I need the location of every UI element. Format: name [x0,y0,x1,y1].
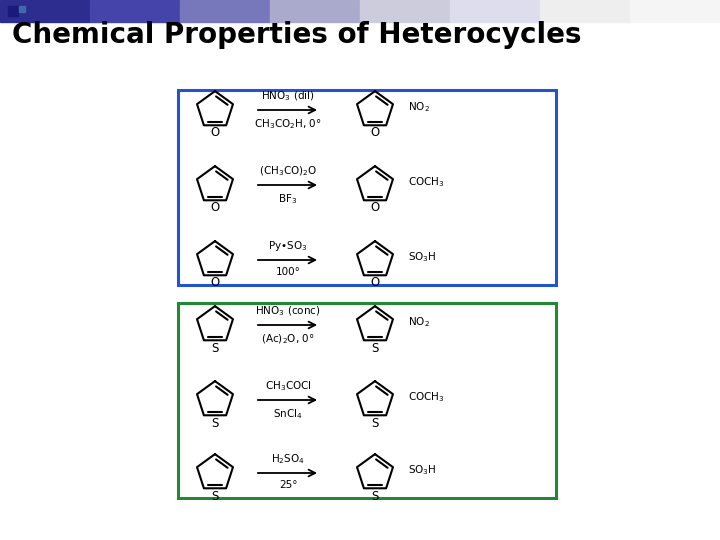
Bar [8,6,18,16]
Text: CH$_3$COCl: CH$_3$COCl [265,379,311,393]
Text: O: O [210,126,220,139]
Text: 25°: 25° [279,480,297,490]
Text: S: S [372,490,379,503]
Text: 100°: 100° [276,267,300,277]
Bar [450,0,540,22]
Text: SO$_3$H: SO$_3$H [408,250,436,264]
Bar [178,90,556,285]
Text: (CH$_3$CO)$_2$O: (CH$_3$CO)$_2$O [259,164,317,178]
Text: SO$_3$H: SO$_3$H [408,463,436,477]
Bar [540,0,630,22]
Text: O: O [370,201,379,214]
Bar [630,0,720,22]
Text: Chemical Properties of Heterocycles: Chemical Properties of Heterocycles [12,21,582,49]
Bar [180,0,270,22]
Text: NO$_2$: NO$_2$ [408,100,430,114]
Bar [178,303,556,498]
Text: HNO$_3$ (conc): HNO$_3$ (conc) [255,305,321,318]
Bar [0,0,90,22]
Text: S: S [211,417,219,430]
Text: S: S [372,417,379,430]
Text: O: O [370,276,379,289]
Text: Py•SO$_3$: Py•SO$_3$ [269,239,307,253]
Text: COCH$_3$: COCH$_3$ [408,175,445,189]
Text: S: S [372,342,379,355]
Text: BF$_3$: BF$_3$ [279,192,297,206]
Text: NO$_2$: NO$_2$ [408,315,430,329]
Text: O: O [210,201,220,214]
Text: O: O [370,126,379,139]
Text: S: S [211,342,219,355]
Bar [90,0,180,22]
Bar [270,0,360,22]
Text: H$_2$SO$_4$: H$_2$SO$_4$ [271,452,305,466]
Text: COCH$_3$: COCH$_3$ [408,390,445,404]
Text: CH$_3$CO$_2$H, 0°: CH$_3$CO$_2$H, 0° [254,117,322,131]
Text: SnCl$_4$: SnCl$_4$ [273,407,303,421]
Text: HNO$_3$ (dil): HNO$_3$ (dil) [261,90,315,103]
Bar [19,6,25,12]
Text: (Ac)$_2$O, 0°: (Ac)$_2$O, 0° [261,332,315,346]
Text: O: O [210,276,220,289]
Text: S: S [211,490,219,503]
Bar [360,0,450,22]
